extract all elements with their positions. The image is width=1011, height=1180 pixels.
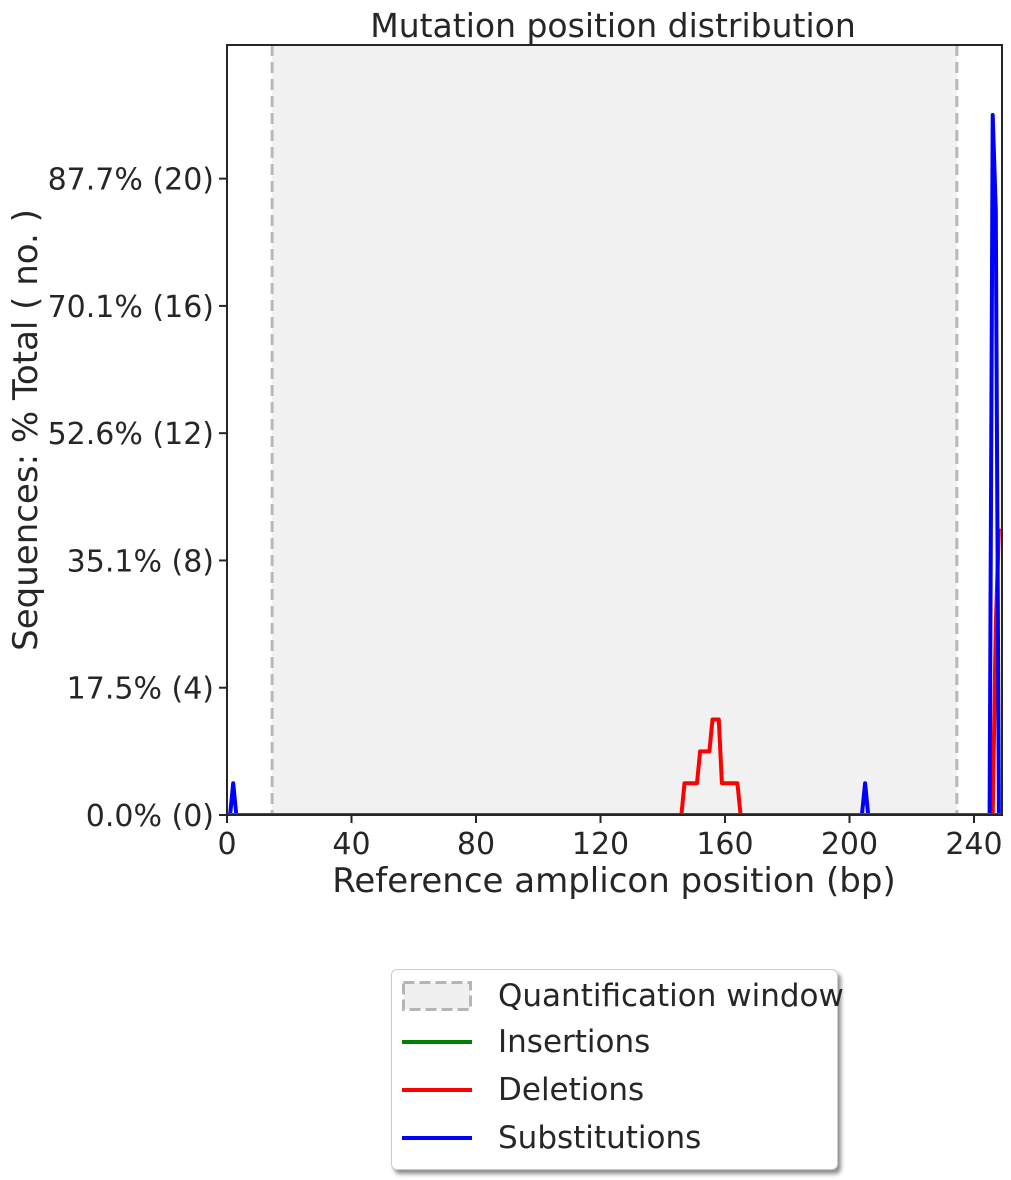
mutation-position-chart: Mutation position distribution 0 40 80 120 1… [6,6,1003,901]
quantification-window-swatch [402,981,472,1011]
legend-label-insertions: Insertions [498,1024,651,1060]
y-axis-label: Sequences: % Total ( no. ) [6,209,46,651]
insertions-swatch [402,1027,472,1057]
chart-title: Mutation position distribution [370,6,856,45]
y-tick-label: 0.0% (0) [86,799,214,834]
y-tick-label: 87.7% (20) [48,163,214,198]
x-tick-label: 80 [457,827,495,862]
substitutions-swatch [402,1123,472,1153]
y-tick-label: 17.5% (4) [67,672,214,707]
x-tick-label: 0 [217,827,236,862]
legend-label-substitutions: Substitutions [498,1120,702,1156]
x-tick-label: 200 [821,827,878,862]
y-tick-label: 52.6% (12) [48,417,214,452]
x-tick-label: 120 [572,827,629,862]
plot-frame [226,44,1003,816]
quantification-window-region [272,45,957,815]
legend-item-insertions: Insertions [402,1020,650,1064]
x-tick-label: 240 [945,827,1002,862]
plot-area [227,45,1002,815]
axes: 0 40 80 120 160 200 240 0.0% (0) 17.5% (4) 35.1% … [48,44,1003,862]
y-tick-label: 70.1% (16) [48,290,214,325]
deletions-swatch [402,1075,472,1105]
legend: Quantification window Insertions Deletio… [391,969,844,1170]
legend-item-deletions: Deletions [402,1068,644,1112]
legend-label-quantification-window: Quantification window [498,978,844,1014]
series-substitutions-line [227,113,1002,815]
series-deletions-line [227,528,1001,815]
legend-item-quantification-window: Quantification window [402,974,844,1018]
x-tick-label: 160 [696,827,753,862]
legend-label-deletions: Deletions [498,1072,645,1108]
x-tick-label: 40 [332,827,370,862]
x-axis-label: Reference amplicon position (bp) [332,861,895,901]
legend-item-substitutions: Substitutions [402,1116,701,1160]
y-tick-label: 35.1% (8) [67,544,214,579]
